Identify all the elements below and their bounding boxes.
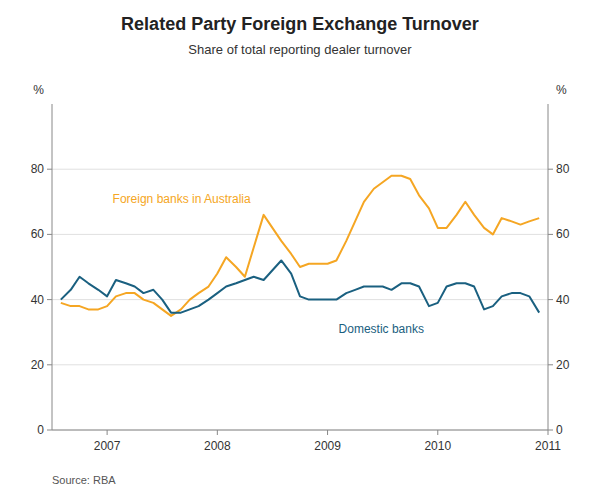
y-axis-label: %: [33, 83, 44, 97]
series-label: Foreign banks in Australia: [113, 192, 251, 206]
x-tick: [217, 430, 218, 435]
y-tick: [47, 430, 52, 431]
x-axis-line: [52, 430, 548, 431]
series-labels: Foreign banks in Australia Domestic banks: [113, 192, 424, 336]
y2-tick-label: 0: [556, 423, 563, 437]
x-tick-label: 2009: [314, 439, 341, 453]
y-tick-label: 60: [31, 227, 45, 241]
y-tick: [47, 364, 52, 365]
grid-line: [52, 169, 548, 170]
y-tick: [47, 299, 52, 300]
grid-line: [52, 299, 548, 300]
x-tick: [437, 430, 438, 435]
x-tick-label: 2011: [535, 439, 561, 453]
x-tick: [107, 430, 108, 435]
y2-tick-label: 40: [556, 293, 570, 307]
y-tick: [47, 234, 52, 235]
subtitle: Share of total reporting dealer turnover: [188, 42, 412, 57]
x-tick: [548, 430, 549, 435]
title: Related Party Foreign Exchange Turnover: [121, 14, 479, 34]
y-axis-line: [52, 104, 53, 430]
x-tick-label: 2010: [424, 439, 451, 453]
x-tick: [327, 430, 328, 435]
y-tick-label: 20: [31, 358, 45, 372]
grid-line: [52, 430, 548, 431]
y2-tick-label: 60: [556, 227, 570, 241]
y2-axis-label: %: [556, 83, 567, 97]
y-tick-label: 0: [37, 423, 44, 437]
y2-tick: [548, 430, 553, 431]
y2-tick: [548, 234, 553, 235]
lines: [61, 176, 539, 316]
y2-tick: [548, 364, 553, 365]
y2-tick-label: 80: [556, 162, 570, 176]
grid: [52, 169, 548, 430]
grid-line: [52, 364, 548, 365]
y-tick-label: 80: [31, 162, 45, 176]
x-tick-label: 2008: [204, 439, 231, 453]
y2-tick: [548, 299, 553, 300]
grid-line: [52, 234, 548, 235]
y2-axis-line: [548, 104, 549, 430]
series-label: Domestic banks: [339, 322, 424, 336]
series-line: [61, 176, 539, 316]
y2-tick-label: 20: [556, 358, 570, 372]
y-tick: [47, 169, 52, 170]
x-tick-label: 2007: [94, 439, 121, 453]
axes: 2007 2008 2009 2010 2011 0 20 40 60 80 0 20 40 60 80: [31, 104, 570, 453]
y-tick-label: 40: [31, 293, 45, 307]
chart: Related Party Foreign Exchange Turnover S…: [0, 0, 600, 498]
series-line: [61, 260, 539, 312]
y2-tick: [548, 169, 553, 170]
source: Source: RBA: [52, 474, 116, 486]
